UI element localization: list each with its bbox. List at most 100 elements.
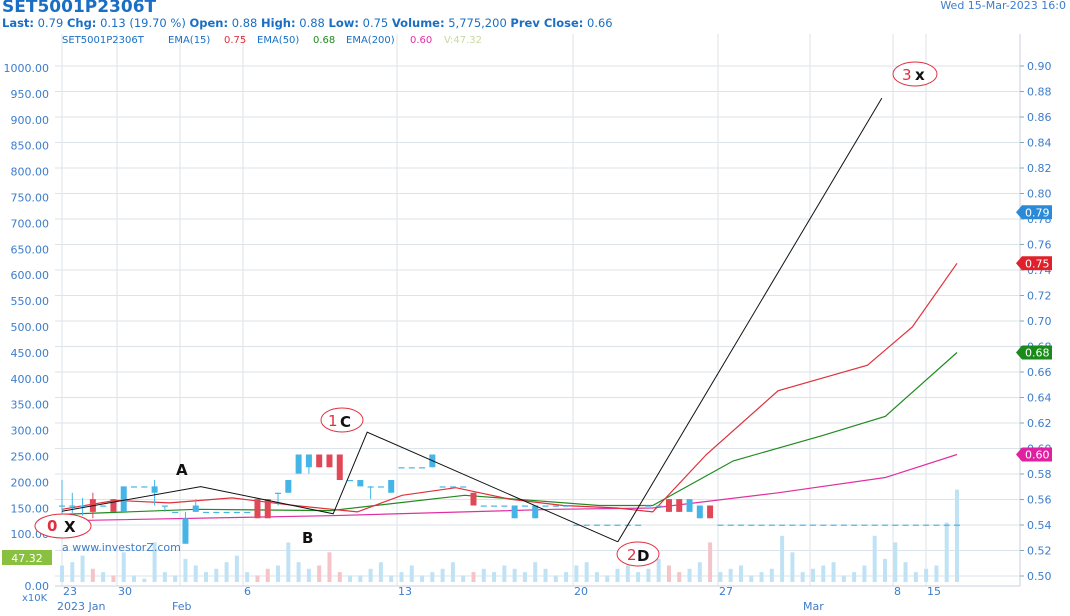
volume-bar bbox=[481, 568, 486, 582]
candle-body bbox=[305, 454, 312, 468]
prev-close-label: Prev Close: bbox=[510, 16, 584, 30]
label-1-number: 1 bbox=[328, 412, 338, 430]
candle-body bbox=[676, 499, 683, 512]
x-month-label: 2023 Jan bbox=[57, 600, 105, 613]
volume-bar bbox=[903, 562, 908, 582]
volume-bar bbox=[718, 572, 723, 582]
candle-body bbox=[491, 505, 498, 507]
volume-bar bbox=[512, 568, 517, 582]
volume-bar bbox=[677, 572, 682, 582]
candle-body bbox=[573, 524, 580, 526]
left-tick-label: 250.00 bbox=[11, 451, 50, 464]
candle-body bbox=[69, 505, 76, 507]
pattern-line-dx bbox=[617, 97, 883, 543]
candle-body bbox=[737, 524, 744, 526]
chg-label: Chg: bbox=[66, 16, 97, 30]
volume-bar bbox=[214, 568, 219, 582]
volume-bar bbox=[378, 562, 383, 582]
left-tick-label: 0.00 bbox=[25, 580, 50, 593]
volume-bar bbox=[821, 565, 826, 582]
candle-body bbox=[779, 524, 786, 526]
x-tick-label: 23 bbox=[63, 585, 77, 598]
legend-item: 0.75 bbox=[224, 35, 246, 46]
volume-bar bbox=[132, 575, 137, 582]
legend: SET5001P2306T EMA(15) 0.75 EMA(50) 0.68 EMA(2… bbox=[62, 35, 482, 46]
candle-body bbox=[470, 492, 477, 506]
price-tag-text: 0.79 bbox=[1025, 206, 1050, 219]
candle-body bbox=[645, 505, 652, 507]
right-tick-label: 0.72 bbox=[1027, 290, 1052, 303]
volume-bar bbox=[646, 568, 651, 582]
candle-body bbox=[480, 505, 487, 507]
candle-body bbox=[203, 511, 210, 514]
x-tick-label: 15 bbox=[927, 585, 941, 598]
left-tick-label: 600.00 bbox=[11, 269, 50, 282]
volume-bar bbox=[882, 558, 887, 582]
price-tag-text: 0.75 bbox=[1025, 257, 1050, 270]
open-value: 0.88 bbox=[228, 16, 261, 30]
candle-body bbox=[696, 505, 703, 519]
candle-body bbox=[830, 524, 837, 526]
volume-bar bbox=[636, 572, 641, 582]
candle-body bbox=[295, 454, 302, 474]
right-tick-label: 0.52 bbox=[1027, 545, 1052, 558]
left-tick-label: 500.00 bbox=[11, 321, 50, 334]
volume-bar bbox=[584, 562, 589, 582]
candle-body bbox=[809, 524, 816, 526]
left-tick-label: 650.00 bbox=[11, 243, 50, 256]
right-tick-label: 0.54 bbox=[1027, 519, 1052, 532]
volume-bar bbox=[348, 575, 353, 582]
candle-body bbox=[336, 454, 343, 480]
price-chart[interactable]: 1000.00950.00900.00850.00800.00750.00700… bbox=[0, 30, 1070, 616]
candle-body bbox=[347, 480, 354, 482]
candle-body bbox=[881, 524, 888, 526]
candle-body bbox=[655, 505, 662, 507]
left-tick-label: 850.00 bbox=[11, 140, 50, 153]
label-3-ellipse bbox=[892, 61, 938, 87]
volume-bar bbox=[564, 572, 569, 582]
volume-bar bbox=[492, 572, 497, 582]
volume-bar bbox=[420, 575, 425, 582]
candle-body bbox=[316, 454, 323, 468]
volume-bar bbox=[533, 562, 538, 582]
volume-bars bbox=[60, 489, 959, 582]
volume-bar bbox=[913, 572, 918, 582]
candle-body bbox=[213, 511, 220, 514]
candle-body bbox=[593, 524, 600, 526]
quote-line: Last: 0.79 Chg: 0.13 (19.70 %) Open: 0.8… bbox=[2, 16, 613, 30]
watermark-text: a www.investorZ.com bbox=[62, 541, 181, 554]
volume-bar bbox=[337, 572, 342, 582]
candle-body bbox=[408, 467, 415, 469]
volume-bar bbox=[800, 572, 805, 582]
label-2-number: 2 bbox=[627, 546, 637, 564]
candle-body bbox=[377, 486, 384, 488]
candle-body bbox=[233, 511, 240, 514]
volume-bar bbox=[245, 572, 250, 582]
price-tag-bg bbox=[1016, 256, 1052, 271]
candle-body bbox=[789, 524, 796, 526]
right-tick-label: 0.50 bbox=[1027, 570, 1052, 583]
candle-body bbox=[871, 524, 878, 526]
volume-label: Volume: bbox=[391, 16, 445, 30]
candle-body bbox=[686, 499, 693, 512]
legend-item: V:47.32 bbox=[444, 35, 482, 46]
x-tick-label: 8 bbox=[894, 585, 901, 598]
volume-bar bbox=[121, 552, 126, 582]
volume-bar bbox=[708, 542, 713, 582]
volume-bar bbox=[759, 572, 764, 582]
right-tick-label: 0.82 bbox=[1027, 162, 1052, 175]
candle-body bbox=[357, 480, 364, 487]
volume-bar bbox=[872, 535, 877, 582]
candle-body bbox=[223, 511, 230, 514]
grid-lines bbox=[55, 34, 1021, 586]
x-month-label: Feb bbox=[172, 600, 191, 613]
candle-body bbox=[501, 505, 508, 507]
legend-item: 0.60 bbox=[410, 35, 432, 46]
left-tick-label: 300.00 bbox=[11, 425, 50, 438]
right-tick-label: 0.66 bbox=[1027, 366, 1052, 379]
ema200-line bbox=[61, 453, 958, 522]
high-label: High: bbox=[261, 16, 296, 30]
right-tick-label: 0.76 bbox=[1027, 239, 1052, 252]
volume-bar bbox=[471, 572, 476, 582]
candle-body bbox=[521, 505, 528, 507]
